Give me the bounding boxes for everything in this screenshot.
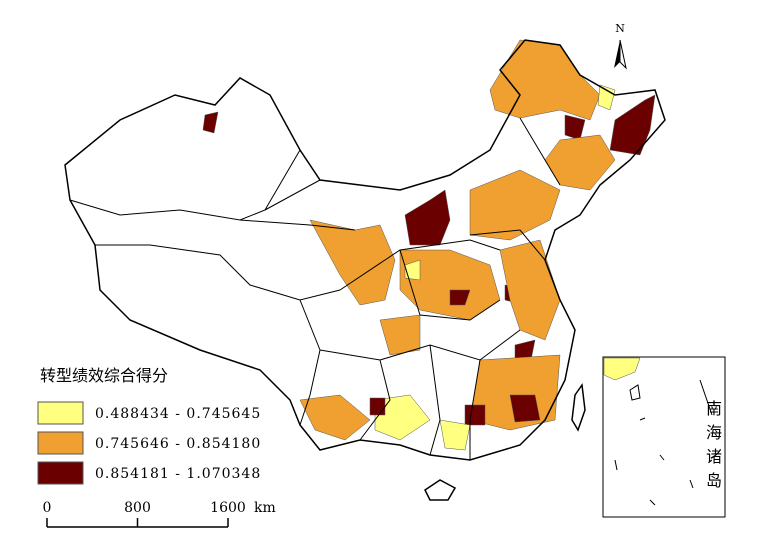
hainan — [424, 479, 457, 501]
region — [509, 394, 541, 423]
region — [489, 39, 601, 121]
region — [404, 259, 421, 281]
region — [469, 169, 561, 241]
inset-label: 南海诸岛 — [703, 400, 722, 496]
north-arrow: N — [614, 22, 627, 70]
legend-swatch — [37, 401, 84, 425]
region — [299, 394, 371, 441]
region — [369, 397, 386, 416]
legend-label: 0.854181 - 1.070348 — [95, 466, 261, 482]
region-fills — [202, 39, 656, 451]
region — [379, 314, 421, 356]
region — [609, 94, 656, 156]
arrow-left — [614, 40, 620, 68]
region — [597, 84, 616, 111]
taiwan — [571, 382, 586, 432]
region — [202, 111, 219, 134]
scale-label: 1600 — [210, 500, 246, 516]
legend-label: 0.488434 - 0.745645 — [95, 406, 261, 422]
legend-swatch — [37, 461, 84, 485]
scale-unit: km — [254, 500, 276, 516]
region — [499, 239, 561, 341]
region — [404, 189, 451, 246]
region — [564, 114, 586, 141]
arrow-right — [619, 39, 627, 70]
inset-region — [603, 357, 641, 381]
legend-swatch — [37, 431, 84, 455]
legend-title: 转型绩效综合得分 — [40, 366, 168, 385]
region — [374, 394, 431, 441]
region — [464, 404, 486, 426]
region — [309, 219, 396, 306]
scale-label: 0 — [43, 500, 52, 516]
region — [449, 289, 471, 306]
north-label: N — [615, 22, 625, 35]
province-borders — [69, 117, 561, 460]
inset-frame — [602, 356, 726, 518]
inset-islands — [614, 379, 713, 506]
scale-label: 800 — [124, 500, 151, 516]
legend: 0.488434 - 0.745645 0.745646 - 0.854180 0.… — [37, 401, 261, 485]
region — [439, 419, 471, 451]
legend-label: 0.745646 - 0.854180 — [95, 436, 261, 452]
scale-bar: 0 800 1600 km — [43, 500, 276, 528]
